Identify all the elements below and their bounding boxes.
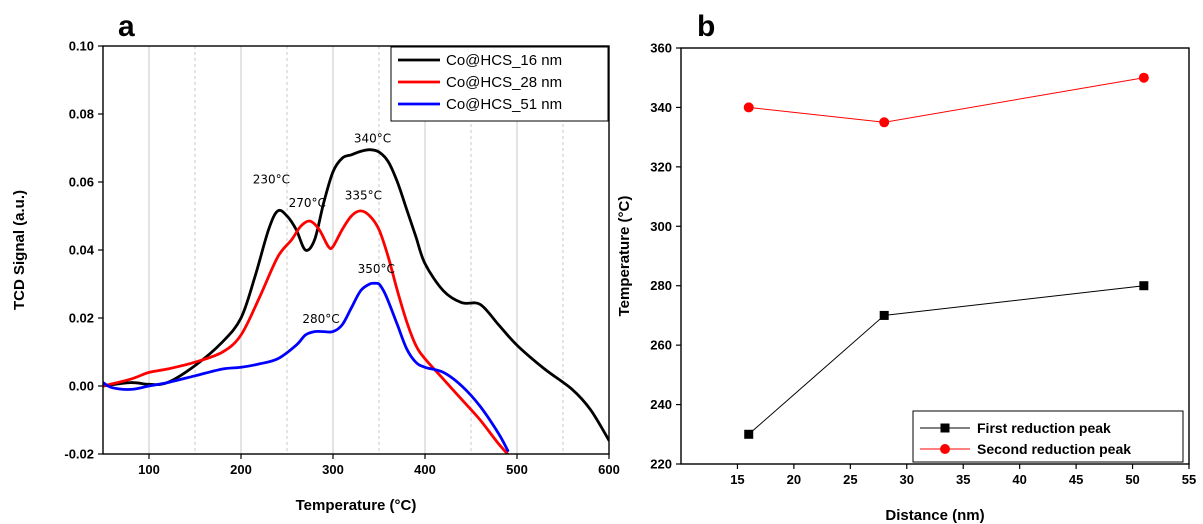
panel-b-legend-label: Second reduction peak <box>977 441 1131 457</box>
panel-a-peak-annotation: 350°C <box>358 262 395 276</box>
panel-b-x-tick-label: 30 <box>900 472 914 487</box>
panel-a-peak-annotation: 230°C <box>253 173 290 187</box>
panel-a-series-line-1 <box>103 148 609 442</box>
panel-b-y-tick-label: 300 <box>650 219 672 234</box>
panel-a-x-tick-label: 400 <box>414 462 436 477</box>
panel-b-y-tick-label: 220 <box>650 457 672 472</box>
panel-b-x-axis-title: Distance (nm) <box>885 507 984 524</box>
panel-a-x-tick-label: 100 <box>138 462 160 477</box>
panel-a-series-line-2 <box>103 209 510 454</box>
panel-b-marker-square <box>879 310 889 320</box>
panel-a-legend-label: Co@HCS_28 nm <box>446 74 562 91</box>
panel-b-x-tick-label: 40 <box>1012 472 1026 487</box>
panel-b-ticks: 15 20 25 30 35 40 45 50 55 220 240 260 280 300 320 340 3… <box>650 41 1196 488</box>
panel-b-y-tick-label: 340 <box>650 100 672 115</box>
panel-b-y-tick-label: 260 <box>650 338 672 353</box>
panel-b-legend-marker-circle <box>940 444 950 454</box>
panel-a-x-tick-label: 500 <box>506 462 528 477</box>
panel-b: b 15 20 25 30 35 40 45 50 55 220 240 260 280 300 320 34… <box>616 10 1196 524</box>
panel-b-marker-circle <box>743 102 754 113</box>
panel-a-series <box>103 148 609 454</box>
panel-a-label: a <box>118 10 135 43</box>
panel-b-x-tick-label: 15 <box>730 472 744 487</box>
panel-a: a 100 200 300 400 500 600 -0.02 0.00 0.02 0.04 0.0… <box>11 10 620 514</box>
panel-b-y-tick-label: 320 <box>650 159 672 174</box>
panel-b-series-line-2 <box>748 77 1144 123</box>
panel-b-marker-square <box>744 429 754 439</box>
panel-b-legend-label: First reduction peak <box>977 420 1111 436</box>
panel-a-x-tick-label: 200 <box>230 462 252 477</box>
panel-b-marker-circle <box>1138 72 1149 83</box>
panel-b-x-tick-label: 50 <box>1125 472 1139 487</box>
panel-a-y-tick-label: 0.08 <box>69 107 94 122</box>
panel-a-y-tick-label: 0.02 <box>69 311 94 326</box>
panel-b-x-tick-label: 35 <box>956 472 970 487</box>
panel-b-x-tick-label: 55 <box>1182 472 1196 487</box>
panel-a-series-line-3 <box>103 281 510 452</box>
panel-a-y-tick-label: 0.06 <box>69 175 94 190</box>
panel-a-annotations: 230°C 270°C 280°C 335°C 340°C 350°C <box>253 132 395 327</box>
panel-a-x-tick-label: 300 <box>322 462 344 477</box>
panel-a-y-tick-label: -0.02 <box>64 447 94 462</box>
panel-a-peak-annotation: 340°C <box>354 132 391 146</box>
panel-b-x-tick-label: 25 <box>843 472 857 487</box>
panel-a-y-tick-label: 0.04 <box>69 243 95 258</box>
panel-b-legend: First reduction peak Second reduction pea… <box>912 410 1184 463</box>
panel-a-peak-annotation: 270°C <box>289 196 326 210</box>
panel-a-peak-annotation: 280°C <box>302 312 339 326</box>
panel-b-y-tick-label: 360 <box>650 41 672 56</box>
panel-b-marker-circle <box>879 117 890 128</box>
panel-a-ticks: 100 200 300 400 500 600 -0.02 0.00 0.02 0.04 0.06 0… <box>64 39 619 478</box>
panel-b-x-tick-label: 20 <box>787 472 801 487</box>
panel-b-legend-marker-square <box>940 423 950 433</box>
panel-b-legend-box <box>912 410 1184 463</box>
panel-a-legend: Co@HCS_16 nm Co@HCS_28 nm Co@HCS_51 nm <box>390 46 609 122</box>
panel-b-y-tick-label: 280 <box>650 278 672 293</box>
panel-b-marker-square <box>1139 281 1149 291</box>
panel-b-series <box>743 72 1149 439</box>
panel-b-frame <box>680 47 1190 465</box>
panel-a-y-tick-label: 0.10 <box>69 39 94 54</box>
panel-b-y-axis-title: Temperature (°C) <box>616 196 633 317</box>
panel-a-x-axis-title: Temperature (°C) <box>296 497 417 514</box>
panel-a-y-axis-title: TCD Signal (a.u.) <box>11 190 28 310</box>
panel-b-x-tick-label: 45 <box>1069 472 1083 487</box>
panel-a-legend-label: Co@HCS_51 nm <box>446 96 562 113</box>
panel-b-label: b <box>697 10 715 43</box>
panel-a-x-tick-label: 600 <box>598 462 620 477</box>
panel-a-peak-annotation: 335°C <box>345 189 382 203</box>
panel-a-y-tick-label: 0.00 <box>69 379 94 394</box>
panel-b-y-tick-label: 240 <box>650 397 672 412</box>
panel-a-legend-label: Co@HCS_16 nm <box>446 52 562 69</box>
